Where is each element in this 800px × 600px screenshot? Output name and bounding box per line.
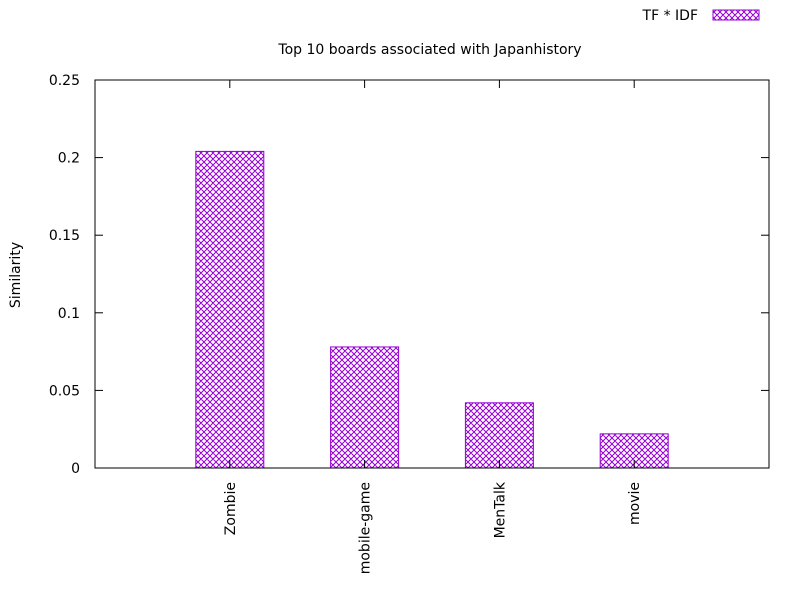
x-tick-label: movie: [627, 482, 643, 525]
y-tick-label: 0.25: [49, 73, 80, 89]
y-tick-label: 0.05: [49, 383, 80, 399]
y-tick-label: 0: [71, 461, 80, 477]
bar-zombie: [195, 150, 265, 469]
bars: [195, 150, 669, 469]
y-tick-label: 0.1: [58, 306, 80, 322]
y-axis-ticks: 0 0.05 0.1 0.15 0.2 0.25: [49, 73, 769, 477]
legend-label: TF * IDF: [642, 8, 698, 24]
bar-mobile-game: [330, 346, 400, 469]
y-axis-label: Similarity: [8, 242, 24, 308]
x-tick-label: mobile-game: [358, 482, 374, 574]
y-tick-label: 0.2: [58, 151, 80, 167]
x-axis-tick-labels: Zombie mobile-game MenTalk movie: [223, 80, 643, 574]
bar-mentalk: [464, 402, 534, 469]
x-tick-label: Zombie: [223, 482, 239, 535]
legend-swatch: [712, 9, 760, 21]
plot-frame: [94, 79, 770, 469]
y-tick-label: 0.15: [49, 228, 80, 244]
legend: TF * IDF: [642, 8, 760, 24]
chart-title: Top 10 boards associated with Japanhisto…: [277, 42, 581, 58]
x-tick-label: MenTalk: [492, 481, 508, 538]
